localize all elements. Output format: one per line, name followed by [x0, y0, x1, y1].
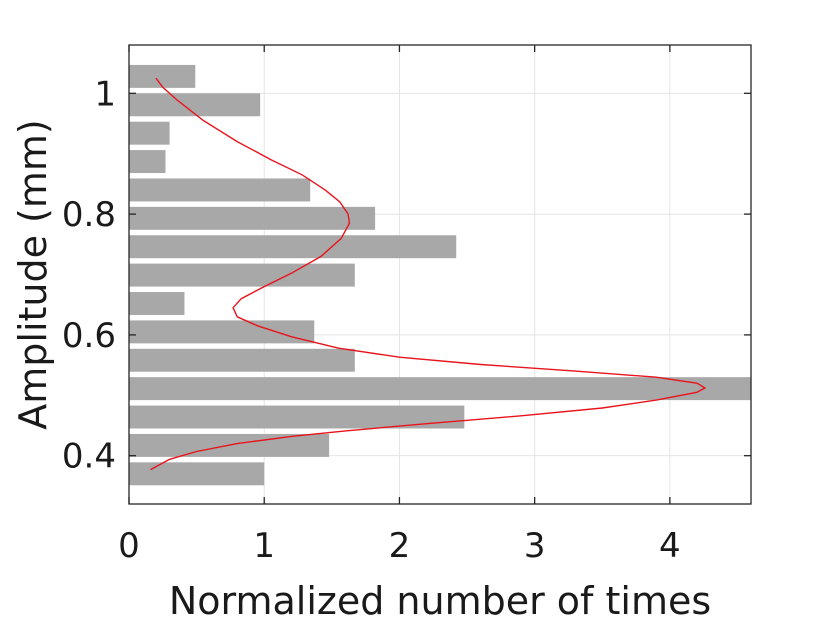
y-tick-label: 0.4: [62, 437, 116, 477]
x-tick-label: 3: [524, 526, 546, 566]
x-tick-label: 1: [253, 526, 275, 566]
histogram-bar: [129, 178, 311, 202]
histogram-bar: [129, 263, 355, 287]
histogram-bar: [129, 462, 265, 486]
x-tick-label: 4: [659, 526, 681, 566]
histogram-bar: [129, 292, 185, 315]
y-tick-label: 0.8: [62, 195, 116, 235]
fit-curve-layer: [150, 77, 707, 471]
histogram-bar: [129, 348, 355, 372]
plot-frame: [128, 44, 752, 505]
axis-ticks: [128, 45, 751, 504]
x-axis-title: Normalized number of times: [169, 579, 711, 623]
histogram-bar: [129, 377, 751, 401]
histogram-bar: [129, 64, 196, 88]
histogram-bar: [129, 93, 261, 117]
y-axis-title: Amplitude (mm): [11, 119, 55, 430]
histogram-bar: [129, 405, 465, 429]
histogram-bar: [129, 206, 376, 230]
histogram-bar: [129, 320, 315, 344]
x-tick-label: 2: [389, 526, 411, 566]
x-tick-label: 0: [118, 526, 140, 566]
y-tick-label: 1: [94, 74, 116, 114]
y-tick-label: 0.6: [62, 316, 116, 356]
histogram-bar: [129, 235, 457, 259]
fit-curve: [150, 77, 707, 471]
bars: [129, 64, 751, 486]
histogram-bar: [129, 150, 166, 174]
histogram-bar: [129, 121, 170, 145]
tick-labels: 0 1 2 3 4 0.4 0.6 0.8 1: [62, 74, 681, 566]
